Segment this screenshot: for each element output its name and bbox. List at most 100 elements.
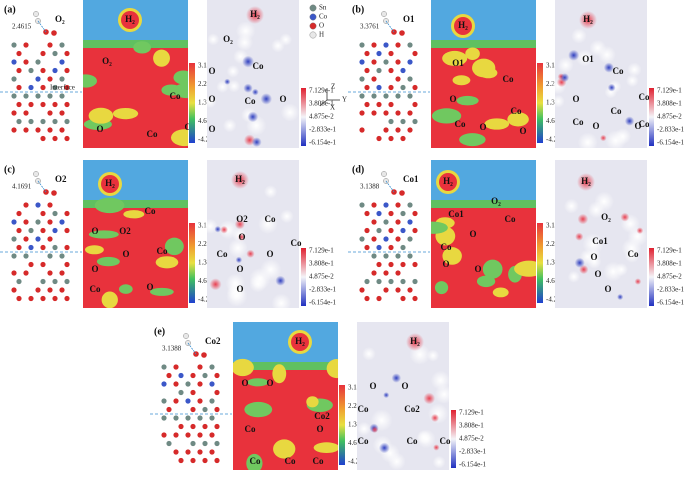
atom <box>371 253 377 259</box>
diff-label: Co <box>407 436 418 446</box>
diff-label: Co1 <box>592 236 608 246</box>
diff-colorbar <box>451 410 456 468</box>
elf-fringe <box>83 200 188 208</box>
diff-blob <box>203 95 217 109</box>
elf-label: O <box>442 259 449 269</box>
atom <box>161 415 167 421</box>
diff-scale-label: -2.833e-1 <box>309 126 337 134</box>
atom <box>166 406 172 413</box>
diff-label: H₂ <box>250 9 260 19</box>
atom <box>376 227 382 234</box>
elf-label: O <box>449 94 456 104</box>
elf-label: Co <box>511 106 522 116</box>
diff-label: Co <box>639 92 650 102</box>
elf-label: O <box>469 229 476 239</box>
elf-colorbar <box>537 223 543 303</box>
elf-blob <box>442 50 468 66</box>
elf-blob <box>442 247 462 265</box>
diff-scale-label: -6.154e-1 <box>309 139 337 147</box>
atom <box>16 227 22 234</box>
diff-spot <box>378 442 390 454</box>
atom <box>412 210 418 217</box>
atom <box>214 372 220 379</box>
atom <box>388 244 394 251</box>
atom <box>407 236 413 242</box>
elf-label: O <box>122 249 129 259</box>
atom <box>40 295 46 302</box>
elf-map <box>83 160 188 308</box>
atom <box>412 50 418 57</box>
atom <box>202 406 208 413</box>
atom <box>371 59 377 65</box>
diff-scale-label: 3.808e-1 <box>309 100 334 108</box>
diff-spot <box>234 219 245 230</box>
elf-blob <box>85 245 104 255</box>
elf-map <box>431 0 536 148</box>
atom <box>400 118 406 125</box>
elf-map <box>233 322 338 470</box>
panel: (a)2.4615O₂InterfaceH₂O₂CoOCoO3.140e-12.… <box>0 0 337 148</box>
diff-blob <box>430 370 451 391</box>
elf-blob <box>246 453 263 470</box>
diff-blob <box>614 262 629 277</box>
elf-label: Co1 <box>448 209 464 219</box>
panel-label: (c) <box>4 164 15 175</box>
atom <box>400 67 406 74</box>
legend-swatch <box>309 22 317 30</box>
adsorbate-label: O1 <box>403 14 415 24</box>
elf-blob <box>88 107 114 124</box>
atom <box>359 287 365 293</box>
atom <box>173 398 179 404</box>
atom <box>43 29 49 35</box>
atom <box>190 372 196 379</box>
diff-spot <box>636 227 644 235</box>
atom <box>35 287 41 293</box>
diff-blob <box>587 201 605 219</box>
diff-label: O <box>369 381 376 391</box>
atom <box>364 50 370 57</box>
atom <box>395 253 401 259</box>
atom <box>52 67 58 74</box>
atom <box>16 84 22 91</box>
distance-line <box>37 20 47 33</box>
atom <box>407 127 413 133</box>
diff-spot <box>251 137 262 148</box>
atom <box>64 135 70 142</box>
atom <box>16 210 22 217</box>
elf-colorbar <box>537 63 543 143</box>
diff-scale-label: 7.129e-1 <box>309 87 334 95</box>
diff-blob <box>263 185 278 199</box>
atom <box>35 236 41 242</box>
diff-blob <box>551 94 565 108</box>
diff-blob <box>582 233 604 255</box>
atom <box>52 295 58 302</box>
diff-scale-label: 3.808e-1 <box>309 260 334 268</box>
atom <box>35 93 41 99</box>
atom <box>381 171 387 177</box>
atom <box>400 227 406 234</box>
atom <box>173 415 179 421</box>
atom <box>209 381 215 387</box>
atom <box>40 244 46 251</box>
atom <box>59 42 65 48</box>
atom <box>40 67 46 74</box>
diff-blob <box>577 132 598 153</box>
atom <box>23 110 29 116</box>
atom <box>52 210 58 217</box>
atom <box>364 67 370 74</box>
atom <box>178 389 184 396</box>
elf-blob <box>272 364 287 384</box>
diff-scale-label: 7.129e-1 <box>309 247 334 255</box>
diff-label: O <box>279 94 286 104</box>
distance-line <box>385 180 395 193</box>
atom <box>40 84 46 91</box>
atom <box>185 415 191 421</box>
diff-scale-label: -6.154e-1 <box>309 299 337 307</box>
atom <box>47 110 53 116</box>
diff-blob <box>575 49 594 67</box>
legend-label: O <box>319 22 324 30</box>
diff-colorbar <box>649 88 654 146</box>
diff-spot <box>235 256 243 264</box>
elf-blob <box>472 58 496 78</box>
